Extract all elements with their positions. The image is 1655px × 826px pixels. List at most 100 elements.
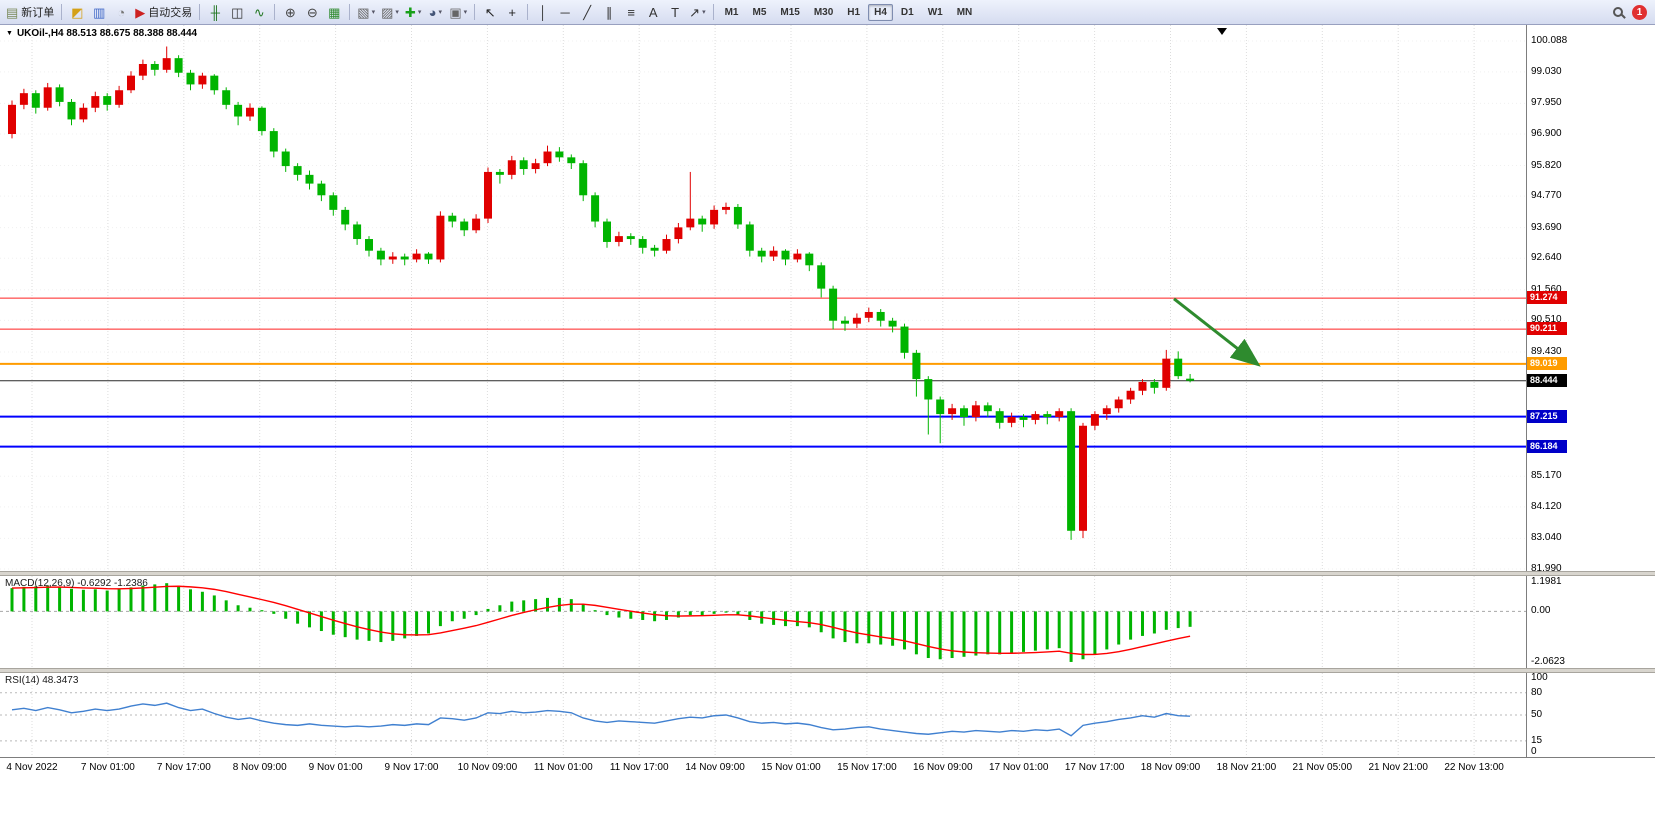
time-label: 11 Nov 01:00 [533, 762, 593, 773]
timeframe-mn[interactable]: MN [951, 4, 979, 21]
candle-body [817, 265, 826, 289]
line-chart-type-button[interactable]: ∿ [248, 2, 270, 22]
timeframe-h1[interactable]: H1 [841, 4, 866, 21]
candle-body [614, 236, 623, 242]
time-label: 21 Nov 21:00 [1368, 762, 1428, 773]
candle-body [460, 221, 469, 231]
timeframe-h4[interactable]: H4 [868, 3, 893, 21]
timeframe-d1[interactable]: D1 [895, 4, 920, 21]
chevron-down-icon: ▾ [395, 9, 399, 16]
zoom-out-button[interactable]: ⊖ [301, 2, 323, 22]
chart-shift-marker[interactable] [1217, 28, 1227, 35]
main-chart-plot[interactable]: ▼ UKOil-,H4 88.513 88.675 88.388 88.444 [0, 25, 1526, 571]
rsi-axis[interactable]: 100 80 50 15 0 [1526, 672, 1655, 757]
arrows-icon: ↗ [689, 4, 701, 20]
candle-body [769, 250, 778, 257]
chevron-down-icon: ▾ [702, 9, 706, 16]
vertical-line-icon: │ [539, 4, 548, 20]
candle-body [1138, 381, 1147, 391]
candle-body [603, 221, 611, 242]
candle-body [341, 209, 350, 225]
macd-plot[interactable]: MACD(12,26,9) -0.6292 -1.2386 [0, 576, 1526, 668]
charts-window-button[interactable]: ◩ [66, 2, 88, 22]
tile-windows-button[interactable]: ▦ [323, 2, 345, 22]
macd-axis[interactable]: 1.1981 0.00 -2.0623 [1526, 576, 1655, 668]
timeframe-w1[interactable]: W1 [922, 4, 949, 21]
new-order-button[interactable]: ▤ 新订单 [3, 2, 57, 22]
time-axis[interactable]: 4 Nov 2022 7 Nov 01:00 7 Nov 17:00 8 Nov 09… [0, 757, 1655, 777]
candle-body [745, 224, 754, 251]
timeframe-m30[interactable]: M30 [808, 4, 839, 21]
candle-body [305, 174, 314, 184]
chevron-down-icon: ▾ [417, 9, 422, 16]
template-icon: ▣ [449, 4, 462, 20]
indicators-button[interactable]: ✚ ▾ [402, 2, 424, 22]
candle-body [531, 163, 540, 170]
cursor-button[interactable]: ↖ [479, 2, 501, 22]
timeframe-m1[interactable]: M1 [719, 4, 745, 21]
crosshair-button[interactable]: + [501, 2, 523, 22]
text-label-button[interactable]: T [664, 2, 686, 22]
candle-body [960, 408, 968, 418]
rsi-tick-label: 15 [1531, 734, 1543, 746]
time-label: 9 Nov 17:00 [384, 762, 439, 773]
search-icon[interactable] [1613, 7, 1623, 17]
toolbar-separator [199, 4, 201, 20]
candle-body [971, 405, 980, 418]
toolbar: ▤ 新订单 ◩ ▥ ◔ ▶ 自动交易 ╫ ◫ ∿ ⊕ ⊖ ▦ ▧ ▾ ▨ ▾ ✚ ▾ ◕ ▾ ▣ ▾ ↖ + │ ─ ╱ ∥ ≡ A T ↗ ▾ M… [0, 0, 1655, 25]
zoom-in-button[interactable]: ⊕ [279, 2, 301, 22]
main-chart-panel: ▼ UKOil-,H4 88.513 88.675 88.388 88.444 … [0, 25, 1655, 574]
arrows-button[interactable]: ↗ ▾ [686, 2, 708, 22]
candle-body [269, 131, 278, 152]
candle-body [329, 195, 338, 210]
candlestick-chart-type-button[interactable]: ◫ [226, 2, 248, 22]
notification-badge[interactable]: 1 [1632, 4, 1647, 20]
candle-body [757, 250, 766, 257]
toolbar-separator [527, 4, 529, 20]
auto-trading-button[interactable]: ▶ 自动交易 [132, 2, 195, 22]
panel-splitter[interactable] [0, 571, 1655, 576]
history-center-button[interactable]: ◔ [110, 2, 132, 22]
candle-body [400, 256, 409, 260]
candle-body [115, 90, 124, 105]
trend-arrow-annotation[interactable] [1173, 297, 1261, 367]
chart-dropdown-icon[interactable]: ▼ [6, 30, 13, 37]
market-watch-button[interactable]: ▥ [88, 2, 110, 22]
candle-body [841, 320, 849, 324]
horizontal-line-button[interactable]: ─ [554, 2, 576, 22]
candle-body [8, 104, 16, 135]
candle-body [543, 151, 552, 164]
vertical-line-button[interactable]: │ [532, 2, 554, 22]
candle-body [698, 218, 707, 225]
rsi-plot[interactable]: RSI(14) 48.3473 [0, 673, 1526, 757]
templates-button[interactable]: ▣ ▾ [446, 2, 470, 22]
price-badge: 90.211 [1527, 322, 1567, 336]
periods-button[interactable]: ◕ ▾ [424, 2, 446, 22]
candle-body [591, 195, 600, 222]
candle-body [19, 93, 28, 105]
price-axis[interactable]: 100.088 99.030 97.950 96.900 95.820 94.770 93.… [1526, 25, 1655, 574]
text-button[interactable]: A [642, 2, 664, 22]
trendline-button[interactable]: ╱ [576, 2, 598, 22]
panel-splitter[interactable] [0, 668, 1655, 673]
profiles-button[interactable]: ▨ ▾ [378, 2, 402, 22]
timeframe-m5[interactable]: M5 [746, 4, 772, 21]
candle-body [1114, 399, 1123, 409]
bar-chart-type-button[interactable]: ╫ [204, 2, 226, 22]
new-chart-icon: ▧ [357, 4, 370, 20]
candle-body [888, 320, 897, 327]
candle-body [138, 63, 147, 76]
chart-ohlc-title: UKOil-,H4 88.513 88.675 88.388 88.444 [16, 28, 198, 39]
new-chart-button[interactable]: ▧ ▾ [354, 2, 378, 22]
text-label-icon: T [671, 4, 680, 20]
timeframe-m15[interactable]: M15 [774, 4, 805, 21]
candle-body [793, 253, 802, 260]
time-label: 18 Nov 21:00 [1216, 762, 1277, 773]
price-tick-label: 85.170 [1531, 470, 1562, 482]
price-badge: 88.444 [1527, 373, 1567, 387]
candle-body [1031, 414, 1040, 420]
fibonacci-button[interactable]: ≡ [620, 2, 642, 22]
channel-button[interactable]: ∥ [598, 2, 620, 22]
time-label: 9 Nov 01:00 [308, 762, 363, 773]
candle-body [638, 239, 647, 248]
